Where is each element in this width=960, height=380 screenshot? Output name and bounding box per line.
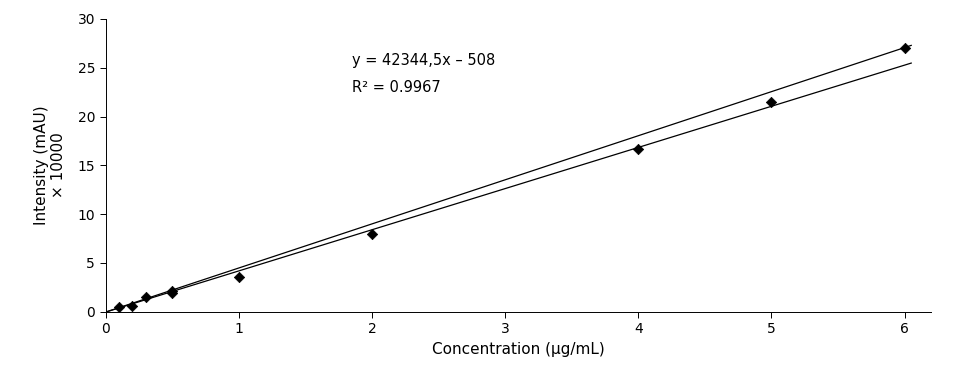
Point (764, 99, 780, 105)
Point (164, 288, 180, 294)
Text: R² = 0.9967: R² = 0.9967 (352, 81, 441, 95)
Point (231, 274, 247, 280)
Point (125, 303, 140, 309)
Point (364, 231, 379, 237)
Point (631, 146, 646, 152)
Point (897, 45, 912, 51)
Text: y = 42344,5x – 508: y = 42344,5x – 508 (352, 53, 495, 68)
Point (111, 304, 127, 310)
Point (164, 290, 180, 296)
Point (138, 294, 154, 300)
Y-axis label: Intensity (mAU)
× 10000: Intensity (mAU) × 10000 (34, 106, 66, 225)
X-axis label: Concentration (μg/mL): Concentration (μg/mL) (432, 342, 605, 356)
